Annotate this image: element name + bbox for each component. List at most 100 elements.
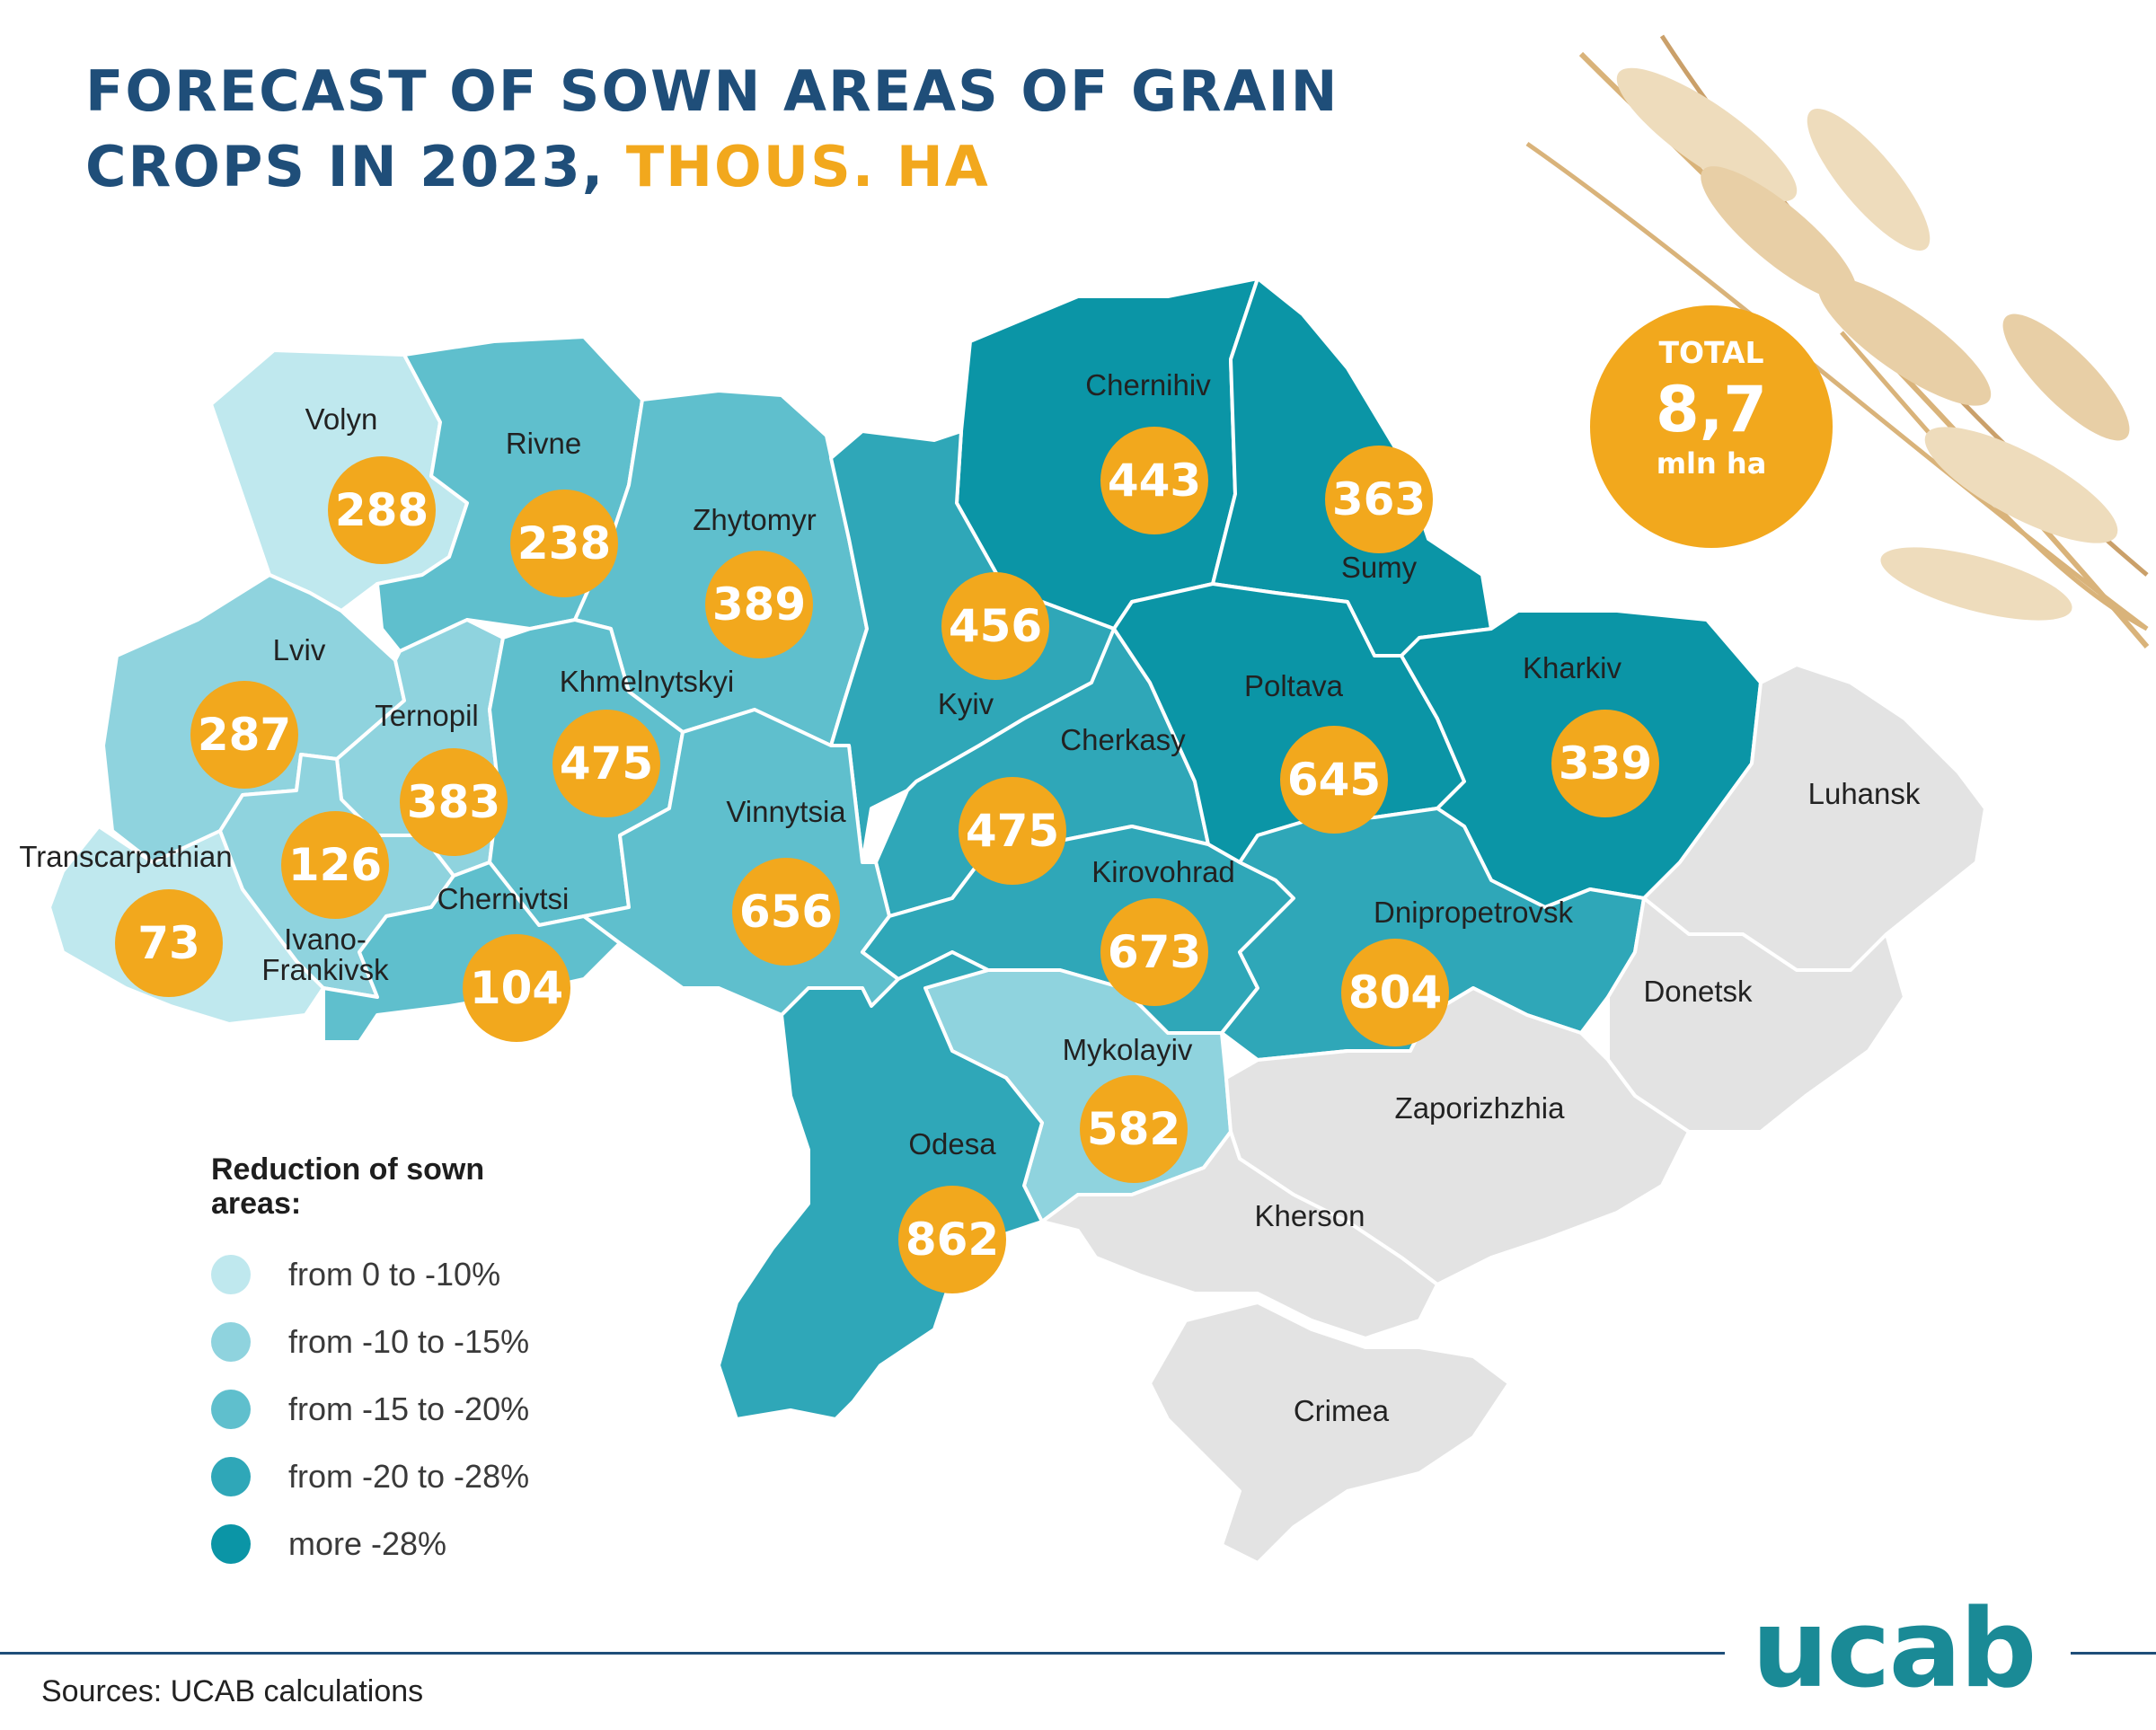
region-label: Kirovohrad xyxy=(1091,855,1235,888)
region-label: Zaporizhzhia xyxy=(1395,1091,1566,1125)
legend-swatch xyxy=(211,1456,251,1496)
legend-label: more -28% xyxy=(288,1524,447,1562)
value-circle xyxy=(1341,939,1449,1046)
legend-swatch xyxy=(211,1389,251,1429)
footer-divider-right xyxy=(2071,1652,2156,1655)
legend-swatch xyxy=(211,1321,251,1362)
region-label: Cherkasy xyxy=(1060,723,1186,756)
total-badge: TOTAL 8,7 mln ha xyxy=(1590,305,1833,548)
region-label: Kherson xyxy=(1255,1199,1365,1232)
region-label: Lviv xyxy=(273,633,326,666)
value-circle xyxy=(1280,726,1388,834)
region-label: Transcarpathian xyxy=(19,840,232,873)
legend-swatch xyxy=(211,1523,251,1564)
region-value: 804 xyxy=(1348,967,1442,1019)
region-label: Zhytomyr xyxy=(693,503,817,536)
region-value: 73 xyxy=(137,917,200,969)
value-circle xyxy=(552,710,660,817)
legend-title: Reduction of sown areas: xyxy=(211,1152,485,1221)
region-value: 673 xyxy=(1108,926,1201,978)
title-unit: THOUS. HA xyxy=(625,134,990,199)
value-circle xyxy=(1100,898,1208,1006)
region-value: 339 xyxy=(1559,737,1652,790)
logo-text: ucab xyxy=(1752,1587,2037,1712)
region-label: Vinnytsia xyxy=(726,795,846,828)
region-values: 288 238 389 443 363 287 383 475 456 475 645 339 73 12… xyxy=(115,427,1659,1293)
legend-label: from -15 to -20% xyxy=(288,1390,530,1427)
value-circle xyxy=(400,748,508,856)
region-label: Dnipropetrovsk xyxy=(1374,896,1573,929)
value-circle xyxy=(281,811,389,919)
region-value: 104 xyxy=(470,962,563,1014)
value-circle xyxy=(898,1186,1006,1293)
legend-label: from -10 to -15% xyxy=(288,1322,530,1360)
legend-swatch xyxy=(211,1254,251,1294)
region-value: 238 xyxy=(517,517,611,569)
value-circle xyxy=(705,551,813,658)
legend: Reduction of sown areas: from 0 to -10% … xyxy=(211,1152,552,1577)
region-value: 475 xyxy=(560,737,653,790)
value-circle xyxy=(1080,1075,1188,1183)
region-label: Odesa xyxy=(908,1127,996,1161)
title-line-2: CROPS IN 2023, xyxy=(85,134,605,199)
region-chernivtsi xyxy=(322,861,622,1044)
value-circle xyxy=(190,681,298,789)
region-value: 645 xyxy=(1287,754,1381,806)
region-value: 656 xyxy=(739,886,833,938)
total-label: TOTAL xyxy=(1658,335,1763,370)
legend-item: from 0 to -10% xyxy=(211,1240,552,1308)
legend-item: from -10 to -15% xyxy=(211,1308,552,1375)
region-label: Ivano-Frankivsk xyxy=(261,922,389,986)
wheat-illustration xyxy=(1525,34,2150,649)
legend-item: from -20 to -28% xyxy=(211,1443,552,1510)
region-value: 475 xyxy=(966,805,1059,857)
region-label: Kyiv xyxy=(938,687,994,720)
region-value: 288 xyxy=(335,484,429,536)
region-value: 363 xyxy=(1332,473,1426,525)
value-circle xyxy=(732,858,840,966)
total-circle xyxy=(1590,305,1833,548)
legend-label: from -20 to -28% xyxy=(288,1457,530,1495)
region-value: 456 xyxy=(949,600,1042,652)
ucab-logo: ucab xyxy=(1752,1596,2037,1704)
value-circle xyxy=(1551,710,1659,817)
value-circle xyxy=(115,889,223,997)
region-label: Kharkiv xyxy=(1523,651,1622,684)
region-label: Poltava xyxy=(1244,669,1344,702)
legend-item: from -15 to -20% xyxy=(211,1375,552,1443)
region-label: Khmelnytskyi xyxy=(560,665,734,698)
region-value: 582 xyxy=(1087,1103,1180,1155)
region-label: Sumy xyxy=(1341,551,1418,584)
value-circle xyxy=(510,490,618,597)
region-label: Luhansk xyxy=(1808,777,1921,810)
region-label: Mykolayiv xyxy=(1063,1033,1193,1066)
total-unit: mln ha xyxy=(1657,446,1767,481)
value-circle xyxy=(463,934,570,1042)
region-value: 862 xyxy=(906,1214,999,1266)
page-title: FORECAST OF SOWN AREAS OF GRAIN CROPS IN … xyxy=(85,54,1339,205)
value-circle xyxy=(959,777,1066,885)
source-note: Sources: UCAB calculations xyxy=(41,1674,424,1708)
region-label: Chernihiv xyxy=(1085,368,1211,402)
region-label: Rivne xyxy=(506,427,581,460)
region-value: 126 xyxy=(288,839,382,891)
value-circle xyxy=(328,456,436,564)
legend-label: from 0 to -10% xyxy=(288,1255,501,1293)
region-label: Volyn xyxy=(305,402,378,436)
region-labels: Volyn Rivne Zhytomyr Chernihiv Sumy Lviv Terno… xyxy=(19,368,1921,1427)
region-value: 443 xyxy=(1108,455,1201,507)
legend-item: more -28% xyxy=(211,1510,552,1577)
title-line-1: FORECAST OF SOWN AREAS OF GRAIN xyxy=(85,58,1339,124)
total-value: 8,7 xyxy=(1656,373,1767,446)
value-circle xyxy=(1100,427,1208,534)
region-crimea xyxy=(1148,1301,1511,1565)
region-label: Chernivtsi xyxy=(437,882,570,915)
value-circle xyxy=(1325,446,1433,553)
region-label: Donetsk xyxy=(1643,975,1753,1008)
region-kherson xyxy=(1040,1130,1439,1340)
region-value: 389 xyxy=(712,578,806,631)
region-value: 383 xyxy=(407,776,500,828)
region-label: Crimea xyxy=(1294,1394,1390,1427)
region-value: 287 xyxy=(198,709,291,761)
